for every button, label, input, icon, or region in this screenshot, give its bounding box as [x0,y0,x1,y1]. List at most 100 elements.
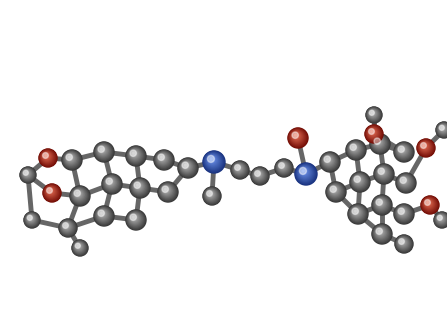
Circle shape [373,196,391,214]
Circle shape [208,156,216,164]
Circle shape [278,162,287,171]
Circle shape [96,143,111,159]
Circle shape [350,206,364,220]
Circle shape [27,215,32,220]
Circle shape [288,128,308,148]
Circle shape [206,190,216,200]
Circle shape [331,187,337,193]
Circle shape [398,208,406,216]
Circle shape [378,168,384,174]
Circle shape [74,190,83,199]
Circle shape [325,157,331,162]
Circle shape [366,126,381,141]
Circle shape [257,172,259,175]
Circle shape [45,155,47,156]
Circle shape [349,205,367,223]
Circle shape [47,188,54,194]
Circle shape [377,228,384,236]
Circle shape [75,190,83,198]
Circle shape [397,207,409,219]
Circle shape [100,148,104,152]
Circle shape [159,155,166,162]
Circle shape [251,167,269,184]
Circle shape [164,188,167,191]
Circle shape [422,197,437,212]
Circle shape [76,191,80,196]
Circle shape [291,131,304,143]
Circle shape [401,240,404,243]
Circle shape [352,174,367,189]
Circle shape [253,169,265,181]
Circle shape [400,177,409,186]
Circle shape [257,173,259,174]
Circle shape [97,209,108,220]
Circle shape [20,167,36,183]
Circle shape [353,175,365,187]
Circle shape [132,180,147,195]
Circle shape [68,156,72,160]
Circle shape [354,209,358,214]
Circle shape [97,208,110,221]
Circle shape [44,185,59,200]
Circle shape [237,166,240,169]
Circle shape [233,163,245,175]
Circle shape [204,152,224,172]
Circle shape [397,145,409,156]
Circle shape [441,127,443,129]
Circle shape [396,236,410,250]
Circle shape [421,143,426,148]
Circle shape [295,134,297,137]
Circle shape [299,167,310,178]
Circle shape [400,239,405,245]
Circle shape [255,171,262,178]
Circle shape [257,172,260,176]
Circle shape [63,150,81,169]
Circle shape [39,149,56,166]
Circle shape [41,151,54,164]
Circle shape [355,211,356,212]
Circle shape [350,172,369,191]
Circle shape [347,141,364,158]
Circle shape [330,186,340,196]
Circle shape [371,131,372,132]
Circle shape [104,175,119,191]
Circle shape [73,189,84,200]
Circle shape [350,205,366,221]
Circle shape [74,242,85,253]
Circle shape [350,143,360,154]
Circle shape [97,145,108,156]
Circle shape [234,164,243,173]
Circle shape [324,156,334,165]
Circle shape [255,171,260,176]
Circle shape [70,186,90,206]
Circle shape [156,151,172,167]
Circle shape [417,140,434,156]
Circle shape [20,167,35,182]
Circle shape [76,244,81,249]
Circle shape [127,147,144,164]
Circle shape [356,178,360,182]
Circle shape [130,150,136,156]
Circle shape [401,178,408,185]
Circle shape [209,193,210,194]
Circle shape [439,216,443,220]
Circle shape [330,186,339,195]
Circle shape [135,182,143,190]
Circle shape [128,148,143,163]
Circle shape [352,208,358,214]
Circle shape [165,188,167,190]
Circle shape [375,198,386,209]
Circle shape [372,224,392,244]
Circle shape [379,202,380,203]
Circle shape [372,136,386,150]
Circle shape [395,205,413,223]
Circle shape [354,210,357,213]
Circle shape [128,212,143,227]
Circle shape [101,148,103,151]
Circle shape [328,184,342,198]
Circle shape [45,186,57,198]
Circle shape [102,174,122,193]
Circle shape [207,155,218,166]
Circle shape [377,200,384,206]
Circle shape [179,159,197,177]
